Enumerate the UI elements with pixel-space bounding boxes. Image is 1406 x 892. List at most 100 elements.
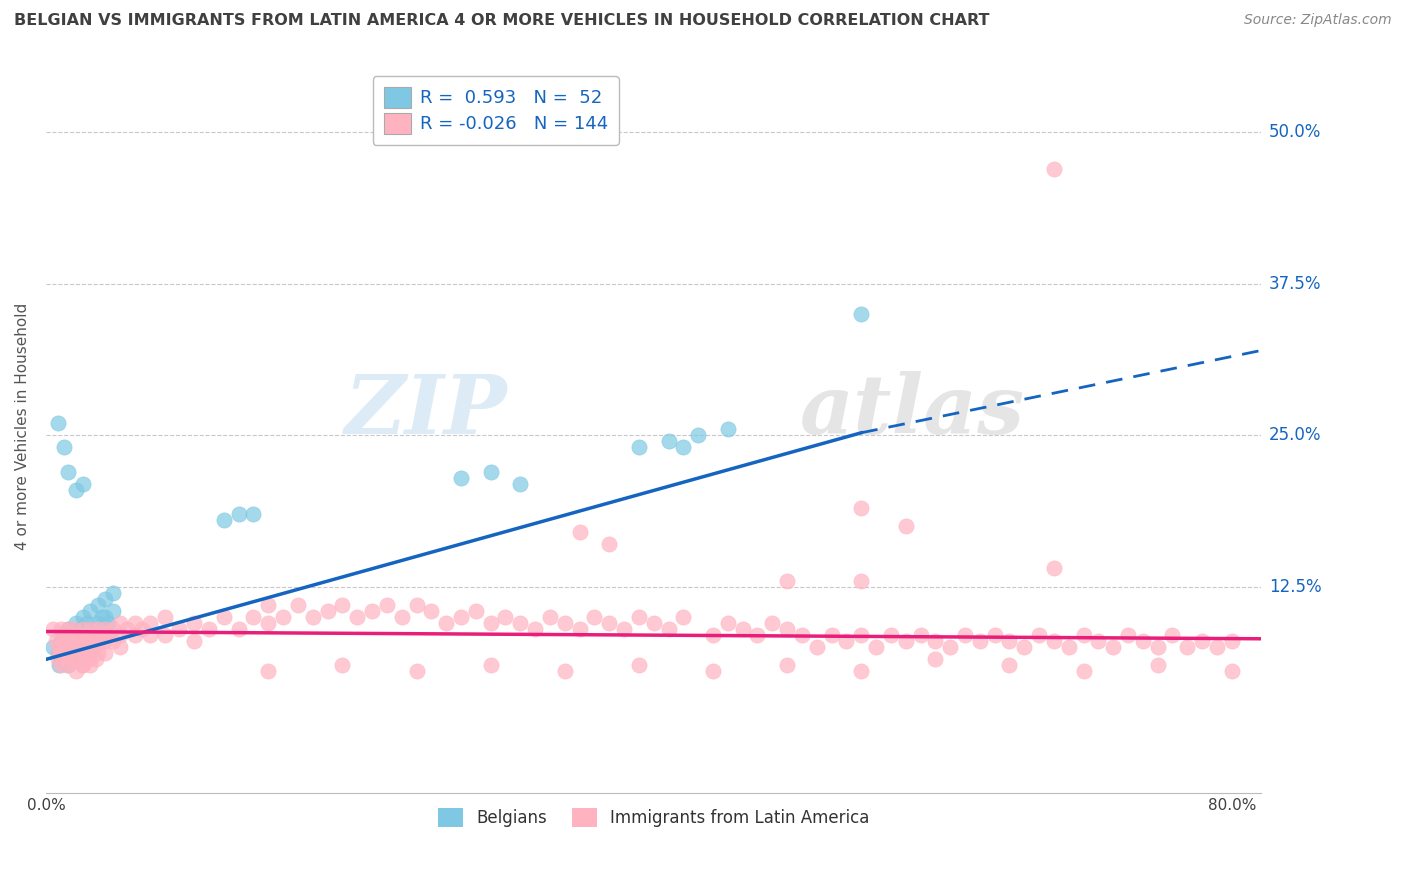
Point <box>108 628 131 642</box>
Point <box>1146 658 1168 673</box>
Point <box>97 628 120 642</box>
Point <box>65 640 87 655</box>
Point <box>747 628 769 642</box>
Point <box>58 622 80 636</box>
Point <box>87 615 110 630</box>
Point <box>101 634 124 648</box>
Point <box>198 622 221 636</box>
Point <box>627 440 650 454</box>
Text: 12.5%: 12.5% <box>1268 578 1322 596</box>
Point <box>75 628 97 642</box>
Point <box>87 634 110 648</box>
Point <box>42 622 65 636</box>
Point <box>52 440 75 454</box>
Point <box>86 652 108 666</box>
Point <box>851 307 873 321</box>
Point <box>124 628 146 642</box>
Text: 25.0%: 25.0% <box>1268 426 1322 444</box>
Point <box>1102 640 1125 655</box>
Point <box>568 525 591 540</box>
Point <box>806 640 828 655</box>
Point <box>46 416 69 430</box>
Point <box>894 634 917 648</box>
Point <box>49 634 72 648</box>
Point <box>79 604 101 618</box>
Text: ZIP: ZIP <box>346 371 508 451</box>
Point <box>880 628 903 642</box>
Point <box>228 507 250 521</box>
Point <box>94 610 117 624</box>
Point <box>1028 628 1050 642</box>
Point <box>77 652 100 666</box>
Point <box>65 628 87 642</box>
Point <box>479 465 502 479</box>
Point <box>58 646 80 660</box>
Point <box>101 604 124 618</box>
Point <box>65 615 87 630</box>
Point <box>153 610 176 624</box>
Point <box>983 628 1005 642</box>
Point <box>479 615 502 630</box>
Point <box>702 665 724 679</box>
Point <box>79 658 101 673</box>
Point <box>524 622 547 636</box>
Point <box>776 574 799 588</box>
Point <box>49 652 72 666</box>
Point <box>91 628 114 642</box>
Point <box>1220 665 1243 679</box>
Point <box>72 622 94 636</box>
Legend: Belgians, Immigrants from Latin America: Belgians, Immigrants from Latin America <box>429 800 877 836</box>
Point <box>702 628 724 642</box>
Point <box>67 634 90 648</box>
Point <box>183 634 205 648</box>
Point <box>613 622 636 636</box>
Point <box>59 634 82 648</box>
Point <box>643 615 665 630</box>
Point <box>1073 628 1095 642</box>
Point <box>1087 634 1109 648</box>
Point <box>1073 665 1095 679</box>
Point <box>1043 634 1066 648</box>
Point <box>998 658 1021 673</box>
Point <box>60 640 83 655</box>
Point <box>924 634 946 648</box>
Point <box>76 640 98 655</box>
Point <box>688 428 710 442</box>
Y-axis label: 4 or more Vehicles in Household: 4 or more Vehicles in Household <box>15 302 30 549</box>
Point <box>87 634 110 648</box>
Point <box>49 622 72 636</box>
Point <box>346 610 368 624</box>
Point <box>72 646 94 660</box>
Point <box>316 604 339 618</box>
Point <box>53 640 76 655</box>
Point <box>627 658 650 673</box>
Point <box>94 628 117 642</box>
Text: BELGIAN VS IMMIGRANTS FROM LATIN AMERICA 4 OR MORE VEHICLES IN HOUSEHOLD CORRELA: BELGIAN VS IMMIGRANTS FROM LATIN AMERICA… <box>14 13 990 29</box>
Point <box>939 640 962 655</box>
Point <box>790 628 813 642</box>
Point <box>169 622 191 636</box>
Point <box>52 628 75 642</box>
Point <box>101 585 124 599</box>
Point <box>69 622 91 636</box>
Point <box>117 622 139 636</box>
Point <box>52 640 75 655</box>
Point <box>554 615 576 630</box>
Point <box>835 634 858 648</box>
Point <box>69 646 91 660</box>
Point <box>46 646 69 660</box>
Point <box>70 658 93 673</box>
Point <box>332 658 354 673</box>
Point <box>94 591 117 606</box>
Point <box>420 604 443 618</box>
Point <box>53 652 76 666</box>
Point <box>1043 561 1066 575</box>
Point <box>212 513 235 527</box>
Point <box>138 615 160 630</box>
Point <box>375 598 398 612</box>
Point <box>46 652 69 666</box>
Text: Source: ZipAtlas.com: Source: ZipAtlas.com <box>1244 13 1392 28</box>
Point <box>1116 628 1139 642</box>
Point <box>1132 634 1154 648</box>
Point <box>108 615 131 630</box>
